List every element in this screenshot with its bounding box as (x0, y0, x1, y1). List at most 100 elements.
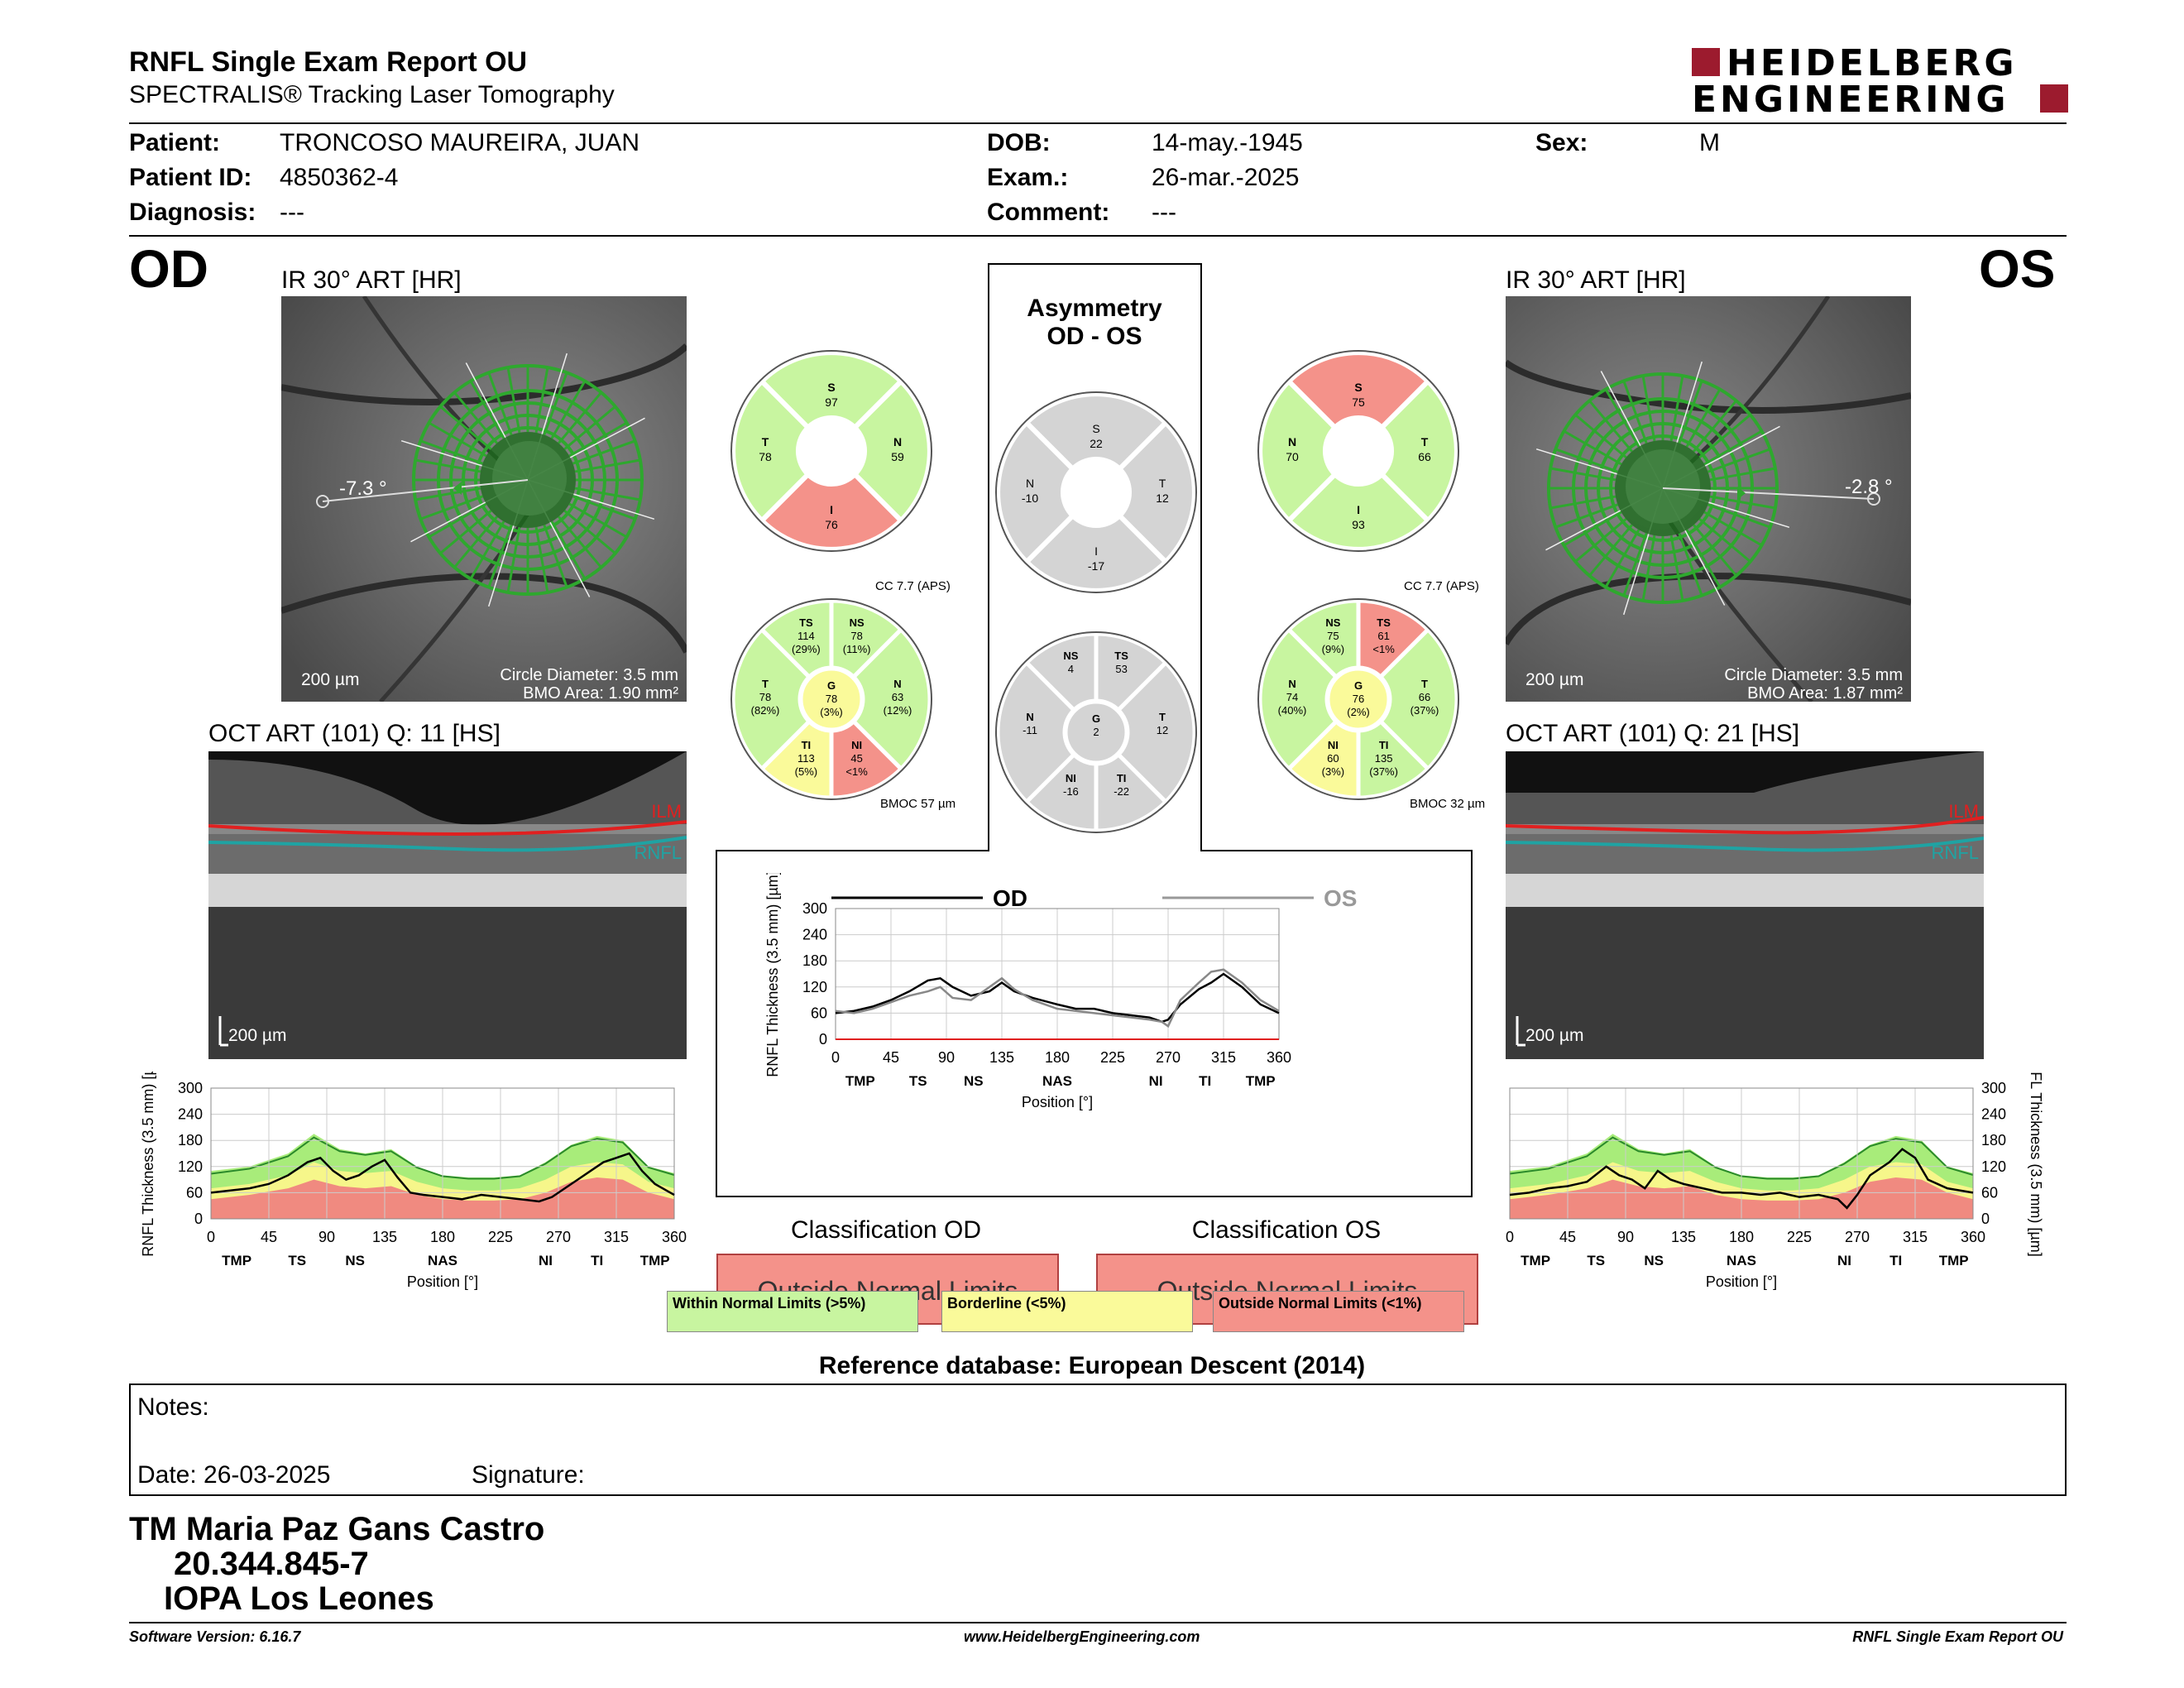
y-tick-label: 0 (1981, 1211, 1990, 1227)
y-tick-label: 240 (178, 1106, 203, 1123)
fundus-grid-spoke (574, 487, 641, 501)
asym-s-value: 22 (1090, 437, 1103, 450)
svg-text:S: S (1092, 422, 1099, 435)
comment-value: --- (1152, 199, 1176, 226)
os-t-value: 66 (1418, 450, 1431, 463)
region-label: TMP (222, 1253, 251, 1268)
x-tick-label: 360 (1961, 1229, 1985, 1245)
od-oct-title: OCT ART (101) Q: 11 [HS] (208, 720, 500, 747)
x-tick-label: 270 (546, 1229, 571, 1245)
signer-institution: IOPA Los Leones (164, 1580, 434, 1617)
sector-n (850, 626, 932, 772)
fundus-grid-spoke (506, 367, 521, 434)
od-sector-t (730, 377, 812, 525)
sector-text: N (1288, 678, 1296, 690)
sector-g-text: 76 (1353, 693, 1364, 705)
fundus-grid-spoke (1641, 375, 1656, 442)
od-oct-scale: 200 µm (228, 1026, 286, 1045)
sector-text: -16 (1063, 785, 1079, 798)
sector-text: <1% (1372, 643, 1395, 655)
os-ir-title: IR 30° ART [HR] (1506, 266, 1686, 294)
heidelberg-logo: HEIDELBERG ENGINEERING (1692, 42, 2068, 121)
footer-website: www.HeidelbergEngineering.com (964, 1628, 1200, 1645)
od-angle-label: -7.3 ° (339, 477, 387, 500)
series-line-os (835, 968, 1280, 1029)
sector-ts (759, 598, 834, 680)
od-ilm-label: ILM (651, 801, 682, 822)
sector-g-text: 2 (1093, 726, 1099, 738)
notes-box[interactable]: Notes: Date: 26-03-2025 Signature: (129, 1383, 2067, 1496)
x-tick-label: 315 (1903, 1229, 1928, 1245)
os-rnfl-label: RNFL (1932, 842, 1979, 863)
od-oct-bscan[interactable]: ILM RNFL 200 µm (208, 751, 687, 1059)
fundus-grid-spoke (572, 439, 636, 465)
region-label: TMP (1246, 1073, 1276, 1089)
sector-text: -22 (1114, 785, 1129, 798)
sector-ns (1023, 631, 1099, 713)
fundus-grid-spoke (574, 458, 641, 473)
region-label: NAS (1042, 1073, 1072, 1089)
os-oct-svg: ILM RNFL 200 µm (1506, 751, 1984, 1059)
fundus-grid-spoke (550, 520, 587, 580)
legend-os: OS (1324, 885, 1357, 911)
sector-ni (1023, 751, 1099, 833)
svg-text:S: S (1354, 381, 1362, 394)
legend-within-normal: Within Normal Limits (>5%) (667, 1291, 918, 1332)
fundus-grid-spoke (572, 495, 636, 520)
diagnosis-label: Diagnosis: (129, 199, 256, 226)
classification-os-title: Classification OS (1191, 1216, 1382, 1244)
x-tick-label: 180 (1045, 1049, 1070, 1066)
region-label: NI (1149, 1073, 1163, 1089)
notes-label: Notes: (137, 1393, 209, 1421)
os-i-value: 93 (1352, 518, 1365, 531)
y-tick-label: 120 (1981, 1158, 2006, 1175)
plot-frame (1509, 1087, 1974, 1220)
asymmetry-frame: Asymmetry OD - OS (716, 263, 1473, 1197)
classification-od-title: Classification OD (790, 1216, 982, 1244)
fundus-grid-spoke (1698, 518, 1751, 563)
report-subtitle: SPECTRALIS® Tracking Laser Tomography (129, 81, 615, 108)
legend-od: OD (993, 885, 1027, 911)
fundus-grid-spoke (1678, 380, 1703, 444)
logo-line1: HEIDELBERG (1727, 42, 2018, 84)
sector-text: 75 (1327, 630, 1339, 642)
sector-text: 74 (1286, 691, 1298, 703)
sector-text: (82%) (751, 704, 780, 717)
os-ir-fundus-image[interactable]: -2.8 ° 200 µm Circle Diameter: 3.5 mm BM… (1506, 296, 1911, 702)
svg-text:N: N (893, 435, 902, 448)
report-title: RNFL Single Exam Report OU (129, 46, 528, 78)
sector-ti (1356, 718, 1431, 800)
sector-text: (11%) (843, 643, 871, 655)
os-oct-scale: 200 µm (1525, 1026, 1583, 1045)
y-tick-label: 60 (1981, 1184, 1998, 1201)
sector-ns (829, 598, 904, 680)
sector-g-text: G (1354, 679, 1363, 692)
os-s-value: 75 (1352, 396, 1365, 409)
plot-frame (210, 1087, 675, 1220)
y-tick-label: 180 (802, 952, 827, 969)
fundus-grid-spoke (1554, 503, 1619, 529)
od-ir-fundus-image[interactable]: -7.3 ° 200 µm Circle Diameter: 3.5 mm BM… (281, 296, 687, 702)
fundus-grid-spoke (439, 405, 492, 450)
fundus-grid-spoke (1703, 429, 1763, 466)
x-tick-label: 225 (1100, 1049, 1125, 1066)
od-t-value: 78 (759, 450, 772, 463)
fundus-grid-spoke (428, 502, 487, 539)
asym-n-value: -10 (1022, 492, 1038, 505)
region-label: NS (1644, 1253, 1664, 1268)
fundus-grid-spoke (1698, 414, 1751, 458)
sector-g (1065, 701, 1128, 764)
svg-text:I: I (1357, 503, 1360, 516)
os-oct-bscan[interactable]: ILM RNFL 200 µm (1506, 751, 1984, 1059)
sector-text: N (893, 678, 901, 690)
sector-ts (1094, 631, 1169, 713)
od-rnfl-chart: 0 60 120 180 240 300 0 45 90 135 180 225 270 315 360 TM… (140, 1072, 687, 1290)
sector-text: T (1159, 711, 1166, 723)
fundus-grid-spoke (1574, 518, 1627, 563)
od-rnfl-label: RNFL (635, 842, 682, 863)
footer-divider (129, 1622, 2067, 1623)
od-sector-n (851, 377, 932, 525)
date-label: Date: 26-03-2025 (137, 1461, 331, 1489)
sector-text: 12 (1157, 724, 1168, 736)
x-tick-label: 270 (1845, 1229, 1870, 1245)
